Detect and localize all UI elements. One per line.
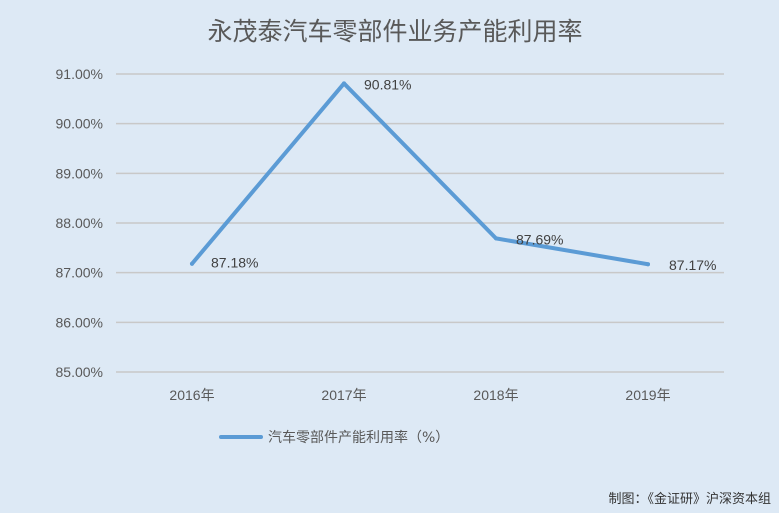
x-tick-label: 2018年 — [473, 387, 518, 403]
y-tick-label: 90.00% — [56, 116, 103, 132]
legend: 汽车零部件产能利用率（%） — [219, 429, 449, 446]
y-tick-label: 87.00% — [56, 265, 103, 281]
y-axis-tick-labels: 85.00% 86.00% 87.00% 88.00% 89.00% 90.00% 91.0… — [56, 66, 103, 380]
y-grid — [116, 73, 724, 373]
y-tick-label: 85.00% — [56, 364, 103, 380]
data-point — [494, 236, 498, 241]
y-tick-label: 86.00% — [56, 314, 103, 330]
data-point — [646, 262, 650, 267]
x-axis-tick-labels: 2016年 2017年 2018年 2019年 — [169, 387, 670, 403]
legend-label: 汽车零部件产能利用率（%） — [268, 429, 449, 446]
x-tick-label: 2017年 — [321, 387, 366, 403]
data-label: 87.69% — [516, 231, 563, 247]
source-note: 制图：《金证研》沪深资本组 — [608, 491, 771, 507]
x-tick-label: 2019年 — [625, 387, 670, 403]
y-tick-label: 91.00% — [56, 66, 103, 82]
data-point — [190, 261, 194, 266]
y-tick-label: 88.00% — [56, 215, 103, 231]
data-label: 87.18% — [211, 255, 258, 271]
data-label: 87.17% — [669, 257, 716, 273]
data-labels: 87.18% 90.81% 87.69% 87.17% — [211, 76, 716, 273]
series-group — [190, 81, 650, 267]
chart-title: 永茂泰汽车零部件业务产能利用率 — [207, 17, 582, 46]
x-tick-label: 2016年 — [169, 387, 214, 403]
data-label: 90.81% — [364, 76, 411, 92]
data-point — [342, 81, 346, 86]
series-line — [190, 81, 650, 267]
y-tick-label: 89.00% — [56, 165, 103, 181]
